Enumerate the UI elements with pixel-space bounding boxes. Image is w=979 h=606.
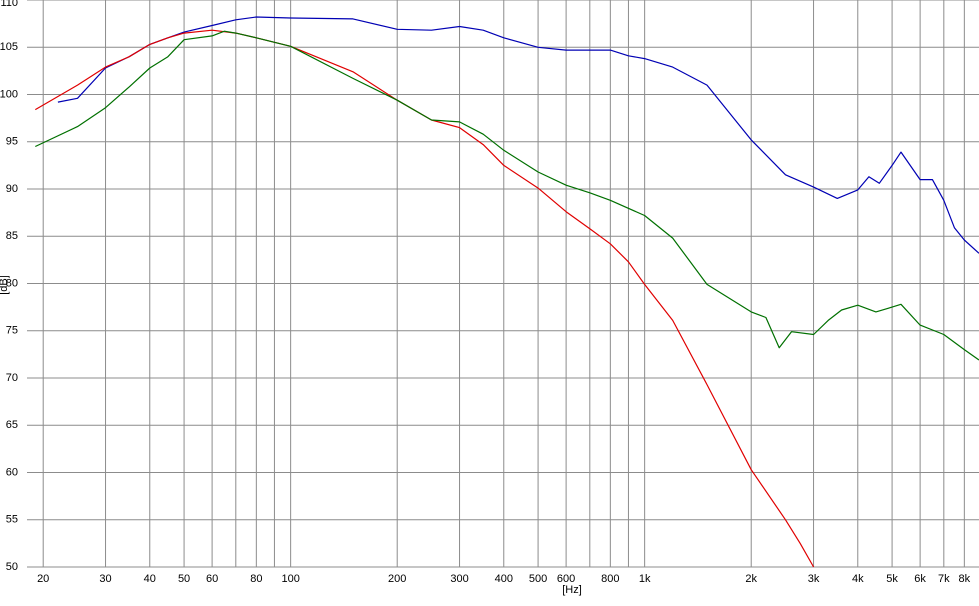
x-tick-label: 5k (886, 573, 898, 585)
y-tick-label: 95 (6, 136, 18, 148)
x-tick-label: 7k (938, 573, 950, 585)
response-line (35, 30, 979, 361)
y-tick-label: 105 (0, 41, 18, 53)
y-tick-label: 65 (6, 419, 18, 431)
x-tick-label: 2k (745, 573, 757, 585)
x-axis-label: [Hz] (562, 584, 582, 596)
x-tick-label: 800 (601, 573, 619, 585)
y-tick-label: 70 (6, 372, 18, 384)
x-tick-label: 300 (450, 573, 468, 585)
response-line (57, 16, 979, 254)
x-tick-label: 80 (250, 573, 262, 585)
x-tick-label: 600 (557, 573, 575, 585)
response-line (34, 29, 815, 568)
y-tick-label: 80 (6, 277, 18, 289)
x-tick-label: 20 (37, 573, 49, 585)
x-tick-label: 100 (281, 573, 299, 585)
x-tick-label: 4k (852, 573, 864, 585)
y-tick-label: 60 (6, 466, 18, 478)
y-tick-label: 90 (6, 183, 18, 195)
x-tick-label: 8k (959, 573, 971, 585)
x-tick-label: 6k (914, 573, 926, 585)
x-tick-label: 500 (529, 573, 547, 585)
x-tick-label: 30 (99, 573, 111, 585)
x-tick-label: 3k (808, 573, 820, 585)
y-tick-label: 75 (6, 325, 18, 337)
y-tick-label: 55 (6, 514, 18, 526)
y-tick-label: 85 (6, 230, 18, 242)
y-axis-label: [dB] (0, 275, 10, 295)
x-tick-label: 1k (639, 573, 651, 585)
x-tick-label: 50 (178, 573, 190, 585)
y-tick-label: 100 (0, 88, 18, 100)
x-tick-label: 60 (206, 573, 218, 585)
x-tick-label: 40 (144, 573, 156, 585)
y-tick-label: 50 (6, 561, 18, 573)
x-tick-label: 400 (495, 573, 513, 585)
y-tick-label: 110 (0, 0, 18, 9)
x-tick-label: 200 (388, 573, 406, 585)
